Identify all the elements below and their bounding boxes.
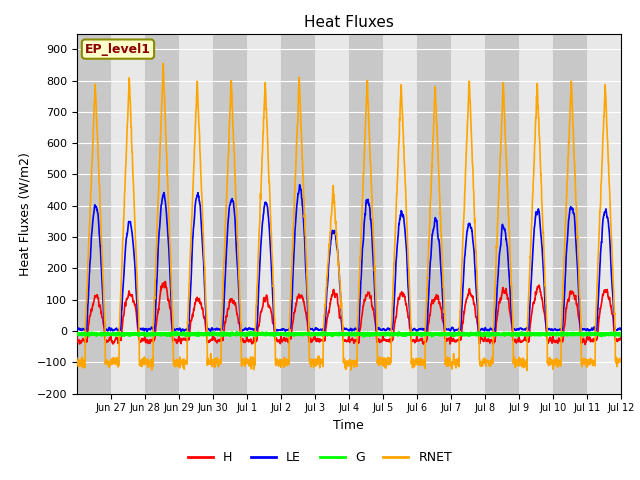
Bar [145,34,179,394]
Bar [417,34,451,394]
Bar [485,34,519,394]
Y-axis label: Heat Fluxes (W/m2): Heat Fluxes (W/m2) [18,152,31,276]
Title: Heat Fluxes: Heat Fluxes [304,15,394,30]
Bar [349,34,383,394]
Bar [553,34,587,394]
Legend: H, LE, G, RNET: H, LE, G, RNET [183,446,457,469]
X-axis label: Time: Time [333,419,364,432]
Bar [281,34,315,394]
Bar [212,34,247,394]
Bar [77,34,111,394]
Text: EP_level1: EP_level1 [85,43,151,56]
